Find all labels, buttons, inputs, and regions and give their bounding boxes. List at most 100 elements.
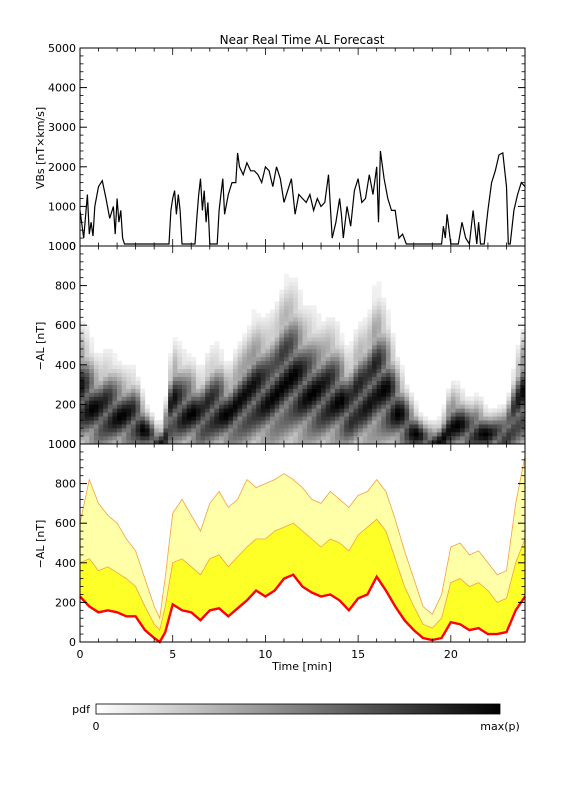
heatmap-cell bbox=[140, 408, 146, 413]
heatmap-cell bbox=[446, 432, 452, 437]
heatmap-cell bbox=[103, 412, 109, 417]
heatmap-cell bbox=[404, 384, 410, 389]
heatmap-cell bbox=[344, 408, 350, 413]
heatmap-cell bbox=[200, 436, 206, 441]
heatmap-cell bbox=[256, 360, 262, 366]
heatmap-cell bbox=[311, 309, 317, 314]
heatmap-cell bbox=[172, 368, 178, 374]
heatmap-cell bbox=[283, 341, 289, 346]
heatmap-cell bbox=[483, 428, 489, 433]
heatmap-cell bbox=[265, 436, 271, 441]
heatmap-cell bbox=[358, 420, 364, 425]
heatmap-cell bbox=[274, 432, 280, 437]
heatmap-cell bbox=[395, 412, 401, 417]
heatmap-cell bbox=[501, 404, 507, 409]
heatmap-cell bbox=[311, 368, 317, 374]
heatmap-cell bbox=[121, 364, 127, 370]
heatmap-cell bbox=[177, 345, 183, 350]
heatmap-cell bbox=[117, 412, 123, 417]
heatmap-cell bbox=[367, 337, 373, 342]
heatmap-cell bbox=[103, 392, 109, 397]
heatmap-cell bbox=[191, 380, 197, 385]
heatmap-cell bbox=[274, 345, 280, 350]
heatmap-cell bbox=[209, 364, 215, 370]
heatmap-cell bbox=[195, 408, 201, 413]
heatmap-cell bbox=[89, 360, 95, 366]
heatmap-cell bbox=[376, 428, 382, 433]
heatmap-cell bbox=[251, 313, 257, 318]
heatmap-cell bbox=[195, 396, 201, 401]
heatmap-cell bbox=[376, 285, 382, 290]
heatmap-cell bbox=[186, 364, 192, 370]
heatmap-cell bbox=[515, 396, 521, 401]
heatmap-cell bbox=[112, 416, 118, 421]
heatmap-cell bbox=[330, 432, 336, 437]
heatmap-cell bbox=[93, 360, 99, 366]
heatmap-cell bbox=[191, 396, 197, 401]
heatmap-cell bbox=[297, 364, 303, 370]
heatmap-cell bbox=[107, 368, 113, 374]
heatmap-cell bbox=[246, 396, 252, 401]
heatmap-cell bbox=[288, 297, 294, 302]
heatmap-cell bbox=[321, 368, 326, 374]
heatmap-cell bbox=[256, 440, 262, 445]
heatmap-cell bbox=[376, 352, 382, 358]
heatmap-cell bbox=[288, 360, 294, 366]
heatmap-cell bbox=[372, 305, 377, 310]
heatmap-cell bbox=[288, 301, 294, 306]
heatmap-cell bbox=[353, 420, 359, 425]
heatmap-cell bbox=[385, 420, 391, 425]
heatmap-cell bbox=[219, 368, 224, 374]
heatmap-cell bbox=[293, 416, 299, 421]
heatmap-cell bbox=[348, 360, 354, 366]
heatmap-cell bbox=[242, 392, 248, 397]
band-axis-label: −AL [nT] bbox=[34, 520, 47, 569]
heatmap-cell bbox=[446, 400, 452, 405]
heatmap-cell bbox=[84, 420, 90, 425]
heatmap-cell bbox=[283, 309, 289, 314]
heatmap-cell bbox=[172, 345, 178, 350]
heatmap-cell bbox=[515, 432, 521, 437]
heatmap-cell bbox=[311, 337, 317, 342]
heatmap-cell bbox=[409, 436, 415, 441]
heatmap-cell bbox=[288, 341, 294, 346]
heatmap-cell bbox=[107, 432, 113, 437]
heatmap-cell bbox=[126, 408, 132, 413]
heatmap-cell bbox=[98, 376, 104, 381]
heatmap-cell bbox=[223, 400, 229, 405]
heatmap-cell bbox=[321, 337, 326, 342]
heatmap-cell bbox=[117, 408, 123, 413]
heatmap-cell bbox=[80, 364, 85, 370]
heatmap-cell bbox=[297, 360, 303, 366]
heatmap-cell bbox=[237, 380, 243, 385]
heatmap-cell bbox=[413, 436, 419, 441]
heatmap-cell bbox=[344, 432, 350, 437]
heatmap-cell bbox=[353, 352, 359, 358]
heatmap-cell bbox=[293, 313, 299, 318]
heatmap-cell bbox=[311, 313, 317, 318]
heatmap-cell bbox=[311, 408, 317, 413]
heatmap-cell bbox=[172, 337, 178, 342]
heatmap-cell bbox=[186, 408, 192, 413]
heatmap-cell bbox=[98, 396, 104, 401]
heatmap-cell bbox=[520, 404, 526, 409]
heatmap-cell bbox=[293, 305, 299, 310]
heatmap-cell bbox=[172, 432, 178, 437]
heatmap-cell bbox=[103, 388, 109, 393]
heatmap-cell bbox=[506, 416, 512, 421]
band-y-tick-label: 800 bbox=[55, 478, 76, 491]
heatmap-cell bbox=[223, 416, 229, 421]
heatmap-cell bbox=[511, 392, 517, 397]
heatmap-cell bbox=[103, 416, 109, 421]
heatmap-cell bbox=[339, 412, 345, 417]
heatmap-cell bbox=[191, 432, 197, 437]
heatmap-cell bbox=[441, 420, 447, 425]
heatmap-cell bbox=[288, 277, 294, 282]
heatmap-cell bbox=[497, 428, 503, 433]
heatmap-cell bbox=[93, 424, 99, 429]
heatmap-cell bbox=[93, 396, 99, 401]
heatmap-cell bbox=[181, 420, 187, 425]
heatmap-cell bbox=[251, 440, 257, 445]
heatmap-cell bbox=[390, 352, 396, 358]
heatmap-cell bbox=[200, 388, 206, 393]
